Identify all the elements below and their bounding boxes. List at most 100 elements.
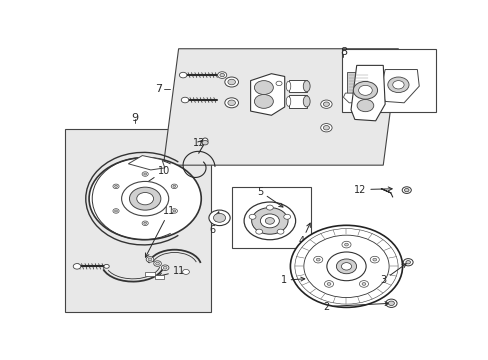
Ellipse shape	[303, 81, 309, 92]
Text: 5: 5	[256, 186, 283, 207]
Circle shape	[143, 173, 146, 175]
Text: 11: 11	[145, 207, 175, 257]
Circle shape	[359, 280, 368, 287]
Circle shape	[361, 283, 365, 285]
Circle shape	[387, 301, 394, 306]
Circle shape	[113, 209, 119, 213]
Circle shape	[254, 81, 273, 94]
Circle shape	[313, 256, 322, 263]
Circle shape	[405, 261, 409, 264]
Polygon shape	[367, 76, 377, 85]
Bar	[231, 187, 311, 248]
Circle shape	[142, 221, 148, 225]
Circle shape	[326, 283, 330, 285]
Text: 6: 6	[209, 212, 219, 235]
Circle shape	[404, 188, 408, 192]
Ellipse shape	[285, 81, 290, 91]
Circle shape	[202, 140, 208, 145]
Circle shape	[387, 77, 408, 93]
Circle shape	[320, 123, 331, 132]
Circle shape	[260, 214, 279, 228]
Polygon shape	[128, 156, 164, 170]
Bar	[288, 80, 306, 92]
Circle shape	[181, 97, 188, 103]
Circle shape	[73, 264, 81, 269]
Ellipse shape	[202, 138, 207, 144]
Circle shape	[148, 258, 152, 261]
Circle shape	[171, 209, 177, 213]
Circle shape	[217, 72, 226, 78]
Circle shape	[344, 243, 347, 246]
Circle shape	[114, 210, 117, 212]
Bar	[65, 129, 210, 312]
Circle shape	[275, 81, 282, 86]
Circle shape	[265, 217, 274, 224]
Circle shape	[146, 257, 153, 262]
Polygon shape	[163, 49, 398, 165]
Circle shape	[89, 158, 201, 240]
Circle shape	[277, 229, 284, 234]
Circle shape	[244, 202, 295, 240]
Circle shape	[137, 193, 153, 205]
Circle shape	[290, 225, 402, 307]
Ellipse shape	[303, 96, 309, 107]
Circle shape	[324, 280, 333, 287]
Circle shape	[341, 263, 351, 270]
Circle shape	[249, 214, 255, 219]
Text: 2: 2	[323, 302, 388, 311]
Circle shape	[129, 187, 161, 210]
Circle shape	[114, 185, 117, 187]
Circle shape	[283, 214, 290, 219]
Circle shape	[171, 184, 177, 189]
Polygon shape	[350, 66, 385, 121]
Circle shape	[326, 252, 366, 281]
Circle shape	[392, 81, 403, 89]
Circle shape	[401, 187, 410, 193]
Text: 11: 11	[158, 266, 184, 277]
Text: 13: 13	[193, 138, 205, 148]
Circle shape	[113, 184, 119, 189]
Bar	[145, 273, 154, 276]
Circle shape	[173, 185, 175, 187]
Text: 1: 1	[280, 275, 304, 285]
Text: 12: 12	[354, 185, 391, 194]
Circle shape	[227, 79, 235, 85]
Circle shape	[251, 208, 287, 234]
Circle shape	[303, 235, 388, 297]
Text: 10: 10	[133, 166, 170, 192]
Circle shape	[369, 256, 379, 263]
Circle shape	[155, 262, 159, 265]
Ellipse shape	[285, 96, 290, 106]
Circle shape	[385, 299, 396, 307]
Circle shape	[320, 100, 331, 108]
Circle shape	[161, 265, 168, 270]
Polygon shape	[250, 74, 284, 115]
Circle shape	[353, 81, 377, 99]
Circle shape	[173, 210, 175, 212]
Circle shape	[163, 266, 167, 269]
Text: 7: 7	[155, 84, 162, 94]
Circle shape	[403, 258, 412, 266]
Circle shape	[294, 229, 397, 304]
Text: 4: 4	[298, 223, 310, 246]
Polygon shape	[381, 69, 418, 103]
Polygon shape	[343, 93, 373, 103]
Circle shape	[336, 259, 356, 274]
Circle shape	[179, 72, 186, 78]
Circle shape	[323, 126, 329, 130]
Circle shape	[316, 258, 320, 261]
Circle shape	[213, 213, 225, 222]
Text: 9: 9	[131, 113, 138, 123]
Polygon shape	[346, 72, 369, 93]
Circle shape	[220, 73, 224, 77]
Text: 3: 3	[379, 264, 406, 285]
Circle shape	[323, 102, 329, 107]
Bar	[341, 49, 435, 112]
Circle shape	[182, 269, 189, 274]
Circle shape	[153, 261, 161, 266]
Circle shape	[266, 205, 273, 210]
Circle shape	[143, 222, 146, 224]
Circle shape	[372, 258, 376, 261]
Circle shape	[358, 85, 371, 95]
Bar	[288, 95, 306, 108]
